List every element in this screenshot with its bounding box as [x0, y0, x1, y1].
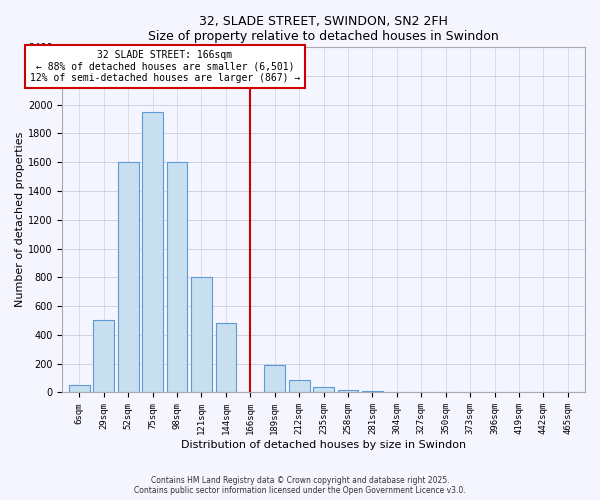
Bar: [167, 162, 187, 392]
X-axis label: Distribution of detached houses by size in Swindon: Distribution of detached houses by size …: [181, 440, 466, 450]
Bar: [94, 320, 114, 392]
Bar: [338, 390, 358, 392]
Bar: [313, 388, 334, 392]
Bar: [215, 324, 236, 392]
Text: 32 SLADE STREET: 166sqm
← 88% of detached houses are smaller (6,501)
12% of semi: 32 SLADE STREET: 166sqm ← 88% of detache…: [30, 50, 300, 83]
Bar: [118, 162, 139, 392]
Title: 32, SLADE STREET, SWINDON, SN2 2FH
Size of property relative to detached houses : 32, SLADE STREET, SWINDON, SN2 2FH Size …: [148, 15, 499, 43]
Y-axis label: Number of detached properties: Number of detached properties: [15, 132, 25, 308]
Bar: [191, 278, 212, 392]
Bar: [69, 386, 90, 392]
Text: Contains HM Land Registry data © Crown copyright and database right 2025.
Contai: Contains HM Land Registry data © Crown c…: [134, 476, 466, 495]
Bar: [142, 112, 163, 392]
Bar: [362, 391, 383, 392]
Bar: [265, 365, 285, 392]
Bar: [289, 380, 310, 392]
